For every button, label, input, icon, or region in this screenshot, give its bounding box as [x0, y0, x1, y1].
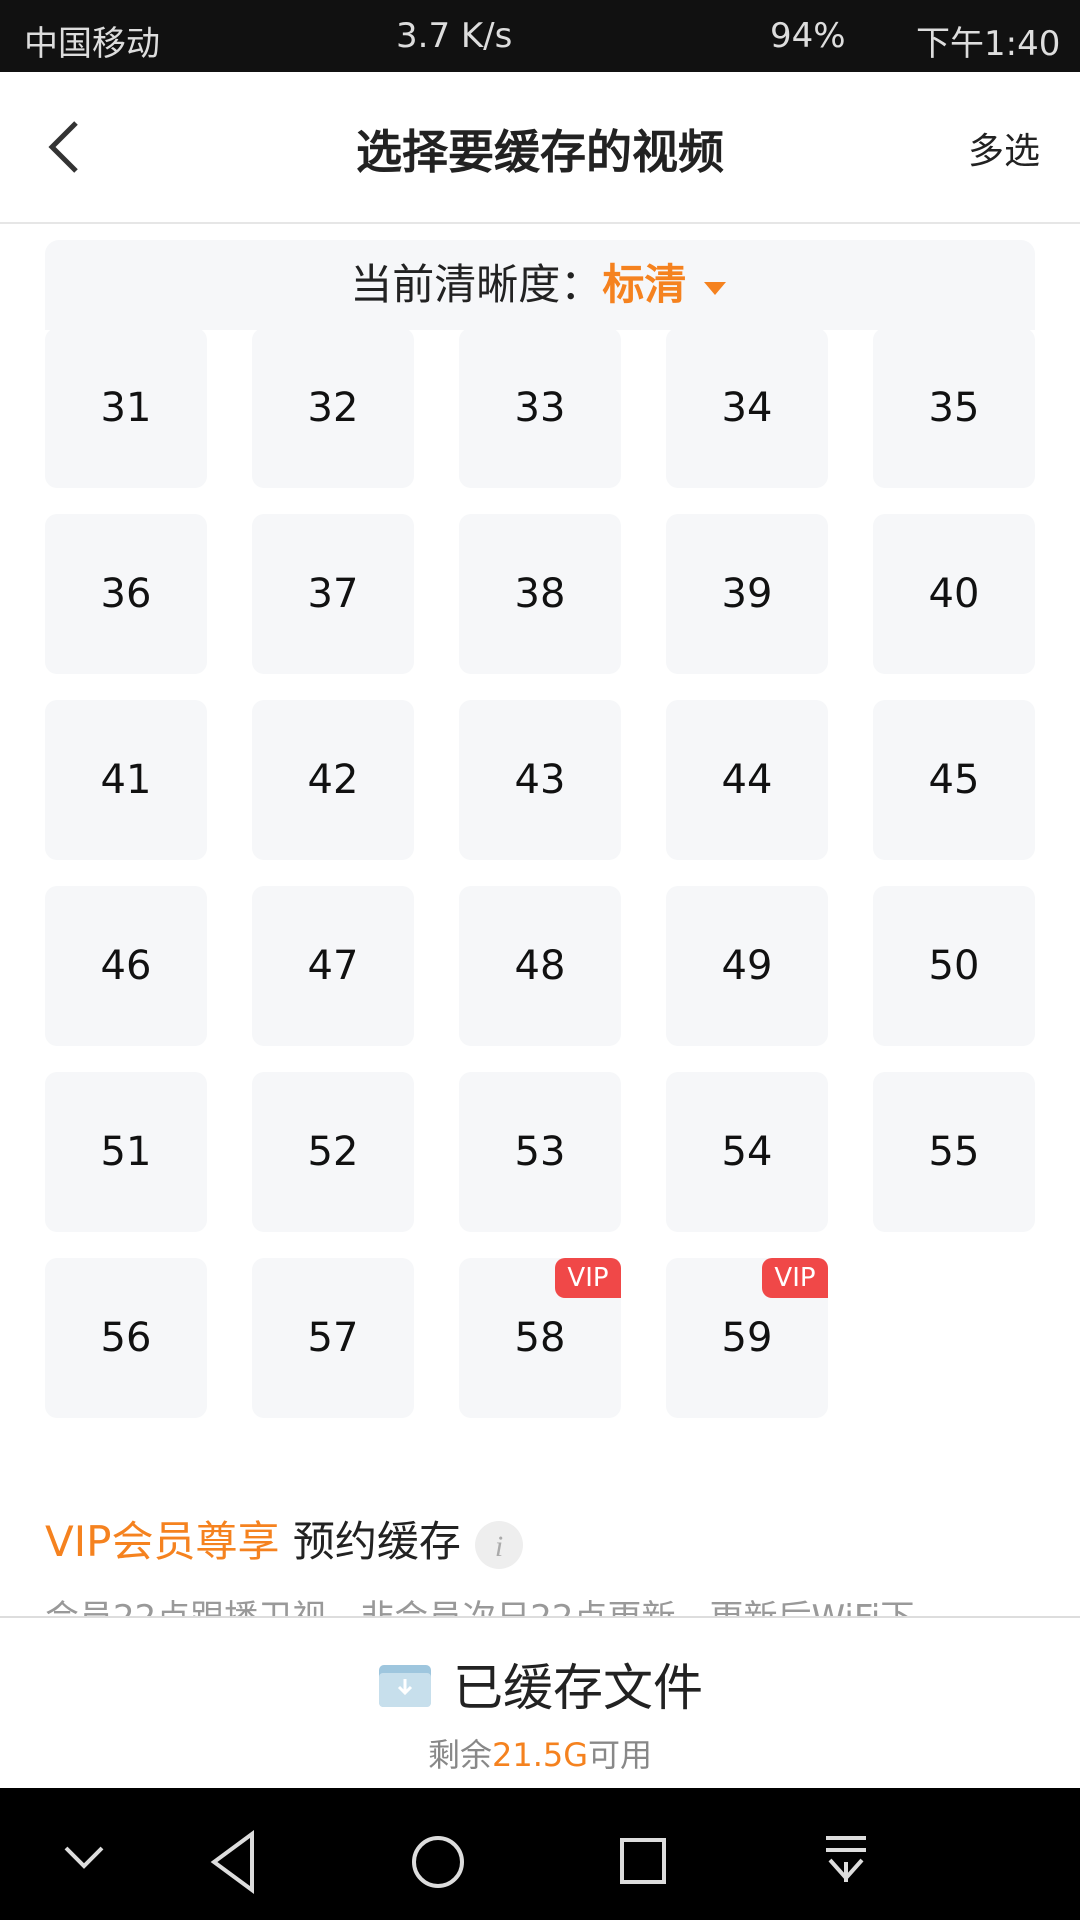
episode-number: 41: [100, 757, 152, 803]
episode-cell[interactable]: 41: [45, 700, 207, 860]
quality-selector[interactable]: 当前清晰度：标清: [45, 240, 1035, 330]
nav-notifications[interactable]: [826, 1836, 866, 1882]
episode-cell[interactable]: 56: [45, 1258, 207, 1418]
nav-back[interactable]: [210, 1830, 254, 1894]
nav-home[interactable]: [412, 1836, 464, 1888]
navigation-bar: [0, 1788, 1080, 1920]
episode-cell[interactable]: 44: [666, 700, 828, 860]
info-icon[interactable]: i: [474, 1520, 524, 1570]
vip-badge: VIP: [762, 1258, 828, 1298]
storage-amount: 21.5G: [491, 1736, 589, 1774]
episode-cell[interactable]: 47: [252, 886, 414, 1046]
status-bar: 中国移动 3.7 K/s 94% 下午1:40: [0, 0, 1080, 72]
episode-number: 56: [100, 1315, 152, 1361]
episode-cell[interactable]: 46: [45, 886, 207, 1046]
vip-title: 预约缓存: [292, 1517, 461, 1566]
quality-value[interactable]: 标清: [602, 260, 687, 309]
folder-icon: [379, 1665, 431, 1707]
nav-recent[interactable]: [620, 1838, 666, 1884]
episode-number: 58: [514, 1315, 566, 1361]
episode-cell[interactable]: 32: [252, 328, 414, 488]
back-button[interactable]: [40, 117, 90, 177]
episode-number: 33: [514, 385, 566, 431]
episode-cell[interactable]: 48: [459, 886, 621, 1046]
episode-number: 34: [721, 385, 773, 431]
episode-cell[interactable]: 31: [45, 328, 207, 488]
episode-number: 59: [721, 1315, 773, 1361]
episode-number: 55: [928, 1129, 980, 1175]
clock: 下午1:40: [916, 24, 1061, 64]
episode-cell[interactable]: 36: [45, 514, 207, 674]
header: 选择要缓存的视频 多选: [0, 72, 1080, 224]
episode-cell[interactable]: 35: [873, 328, 1035, 488]
episode-number: 35: [928, 385, 980, 431]
episode-number: 51: [100, 1129, 152, 1175]
storage-info: 剩余21.5G可用: [0, 1730, 1080, 1776]
storage-prefix: 剩余: [427, 1736, 492, 1774]
dropdown-arrow: [703, 281, 726, 295]
cache-title-row: 已缓存文件: [0, 1648, 1080, 1720]
episode-number: 53: [514, 1129, 566, 1175]
episode-cell[interactable]: 39: [666, 514, 828, 674]
episode-cell[interactable]: 53: [459, 1072, 621, 1232]
storage-suffix: 可用: [588, 1736, 653, 1774]
episode-cell[interactable]: 33: [459, 328, 621, 488]
episode-number: 52: [307, 1129, 359, 1175]
episode-number: 40: [928, 571, 980, 617]
carrier: 中国移动: [24, 24, 160, 64]
episode-number: 32: [307, 385, 359, 431]
episode-cell[interactable]: 52: [252, 1072, 414, 1232]
episode-number: 44: [721, 757, 773, 803]
episode-cell[interactable]: 59 VIP: [666, 1258, 828, 1418]
episode-number: 50: [928, 943, 980, 989]
nav-collapse[interactable]: [64, 1846, 104, 1869]
page-title: 选择要缓存的视频: [356, 125, 724, 179]
episode-number: 31: [100, 385, 152, 431]
episode-number: 36: [100, 571, 152, 617]
battery: 94%: [770, 16, 846, 56]
episode-number: 38: [514, 571, 566, 617]
episode-cell[interactable]: 42: [252, 700, 414, 860]
episode-cell[interactable]: 49: [666, 886, 828, 1046]
cache-panel[interactable]: 已缓存文件 剩余21.5G可用: [0, 1616, 1080, 1790]
quality-label: 当前清晰度：: [350, 260, 603, 309]
episode-cell[interactable]: 45: [873, 700, 1035, 860]
episode-number: 39: [721, 571, 773, 617]
episode-cell[interactable]: 38: [459, 514, 621, 674]
vip-description: 会员22点跟播卫视，非会员次日22点更新，更新后WiFi下: [45, 1598, 914, 1616]
episode-number: 48: [514, 943, 566, 989]
episode-number: 47: [307, 943, 359, 989]
episode-cell[interactable]: 51: [45, 1072, 207, 1232]
episode-cell[interactable]: 54: [666, 1072, 828, 1232]
episode-number: 54: [721, 1129, 773, 1175]
svg-text:i: i: [495, 1530, 503, 1563]
multi-select-button[interactable]: 多选: [967, 131, 1040, 172]
episode-cell[interactable]: 57: [252, 1258, 414, 1418]
episode-cell[interactable]: 50: [873, 886, 1035, 1046]
vip-description-clip: 会员22点跟播卫视，非会员次日22点更新，更新后WiFi下: [45, 1580, 1035, 1616]
episode-number: 37: [307, 571, 359, 617]
vip-badge: VIP: [555, 1258, 621, 1298]
episode-cell[interactable]: 40: [873, 514, 1035, 674]
episode-number: 43: [514, 757, 566, 803]
episode-number: 42: [307, 757, 359, 803]
episode-cell[interactable]: 55: [873, 1072, 1035, 1232]
episode-cell[interactable]: 34: [666, 328, 828, 488]
cache-title: 已缓存文件: [453, 1659, 703, 1717]
episode-number: 46: [100, 943, 152, 989]
episode-number: 49: [721, 943, 773, 989]
vip-section-title: VIP会员尊享 预约缓存 i: [45, 1508, 524, 1570]
episode-cell[interactable]: 43: [459, 700, 621, 860]
episode-cell[interactable]: 58 VIP: [459, 1258, 621, 1418]
episode-cell[interactable]: 37: [252, 514, 414, 674]
vip-highlight: VIP会员尊享: [45, 1517, 280, 1566]
episode-number: 57: [307, 1315, 359, 1361]
episode-number: 45: [928, 757, 980, 803]
network-speed: 3.7 K/s: [396, 16, 513, 56]
